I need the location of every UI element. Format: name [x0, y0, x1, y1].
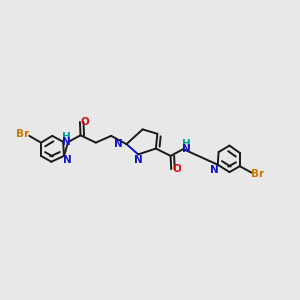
Text: N: N [210, 165, 219, 175]
Text: Br: Br [16, 129, 29, 140]
Text: O: O [172, 164, 181, 174]
Text: N: N [182, 144, 190, 154]
Text: Br: Br [251, 169, 264, 179]
Text: N: N [114, 139, 123, 148]
Text: N: N [63, 155, 72, 165]
Text: N: N [62, 137, 71, 147]
Text: N: N [134, 155, 143, 165]
Text: O: O [81, 117, 90, 127]
Text: H: H [182, 140, 190, 149]
Text: H: H [62, 132, 71, 142]
